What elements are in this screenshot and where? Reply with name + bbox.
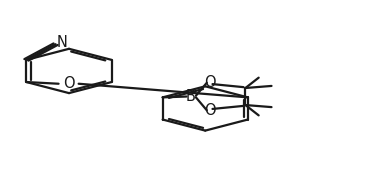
Text: O: O [63, 76, 75, 91]
Text: O: O [204, 75, 215, 90]
Text: O: O [204, 103, 215, 118]
Text: B: B [186, 89, 196, 104]
Text: N: N [56, 35, 68, 50]
